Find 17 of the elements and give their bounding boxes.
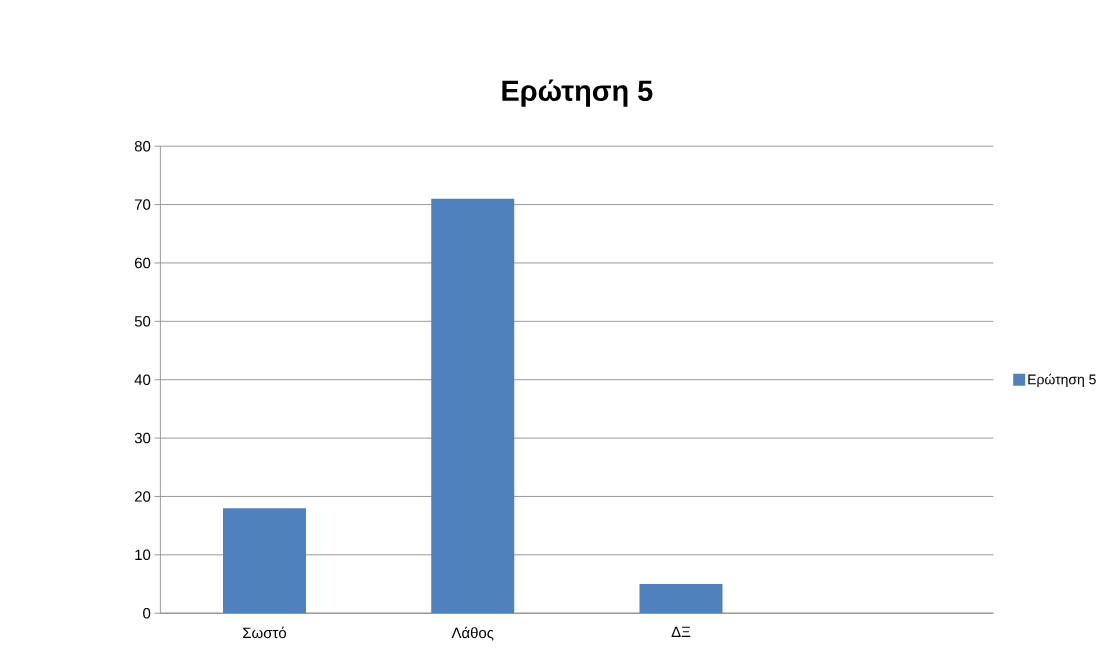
legend-label: Ερώτηση 5 — [1028, 373, 1096, 388]
y-tick-label: 80 — [134, 140, 151, 152]
y-tick-label: 40 — [134, 374, 151, 385]
bar — [431, 198, 515, 614]
x-tick-label: Σωστό — [243, 626, 287, 639]
chart-title: Ερώτηση 5 — [502, 79, 653, 107]
x-tick-label: ΔΞ — [671, 626, 691, 638]
bar — [222, 508, 306, 614]
x-tick-label: Λάθος — [451, 626, 494, 641]
y-tick-label: 70 — [134, 199, 151, 210]
bar — [639, 584, 723, 614]
y-tick-label: 10 — [135, 549, 151, 561]
y-tick-label: 0 — [143, 607, 151, 619]
y-tick-label: 30 — [134, 432, 151, 444]
y-tick-label: 60 — [134, 257, 151, 269]
y-tick-label: 50 — [134, 316, 151, 327]
y-tick-label: 20 — [134, 491, 151, 502]
